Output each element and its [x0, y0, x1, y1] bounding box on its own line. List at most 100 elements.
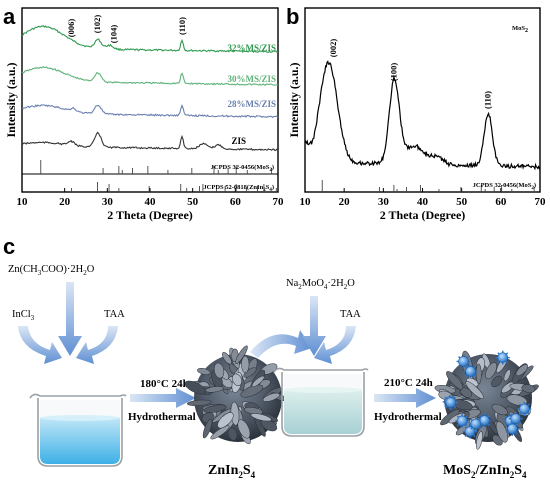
flower-petal	[222, 352, 232, 365]
product-znin2s4: ZnIn2S4	[208, 463, 256, 480]
flower-petal	[240, 384, 264, 398]
y-axis-label: Intensity (a.u.)	[287, 62, 301, 137]
flower-petal	[251, 375, 265, 387]
title-sub: 2	[525, 28, 528, 34]
panel-letter-b: b	[286, 4, 299, 29]
x-tick-label: 50	[187, 196, 199, 208]
series-line	[21, 104, 279, 119]
ref-label-mos2: JCPDS 32-0456(MoS2)	[473, 182, 536, 191]
flower-petal	[491, 403, 508, 416]
particle-core	[507, 423, 518, 435]
ref-label-mos2: JCPDS 32-0456(MoS2)	[211, 164, 274, 173]
mos2-particle-icon	[456, 354, 471, 369]
y-axis-label: Intensity (a.u.)	[4, 62, 18, 137]
flower-petal	[475, 431, 483, 450]
arrow-down-icon	[302, 296, 326, 356]
mos2-particle-icon	[463, 364, 478, 379]
particle-core	[497, 352, 509, 363]
x-tick-label: 20	[339, 196, 351, 208]
x-tick-label: 40	[417, 196, 429, 208]
arrow-curved-icon	[314, 326, 356, 364]
series-label: ZIS	[231, 136, 246, 146]
x-tick-label: 50	[456, 196, 468, 208]
synthesis-scheme: Zn(CH3COO)·2H2O InCl3 TAA 180°C 24h Hydr…	[8, 264, 539, 480]
particle-core	[470, 418, 482, 430]
flower-petal	[491, 375, 503, 388]
flower-petal	[235, 345, 248, 365]
peak-label: (104)	[109, 25, 119, 44]
x-tick-label: 40	[145, 196, 157, 208]
x-tick-label: 60	[230, 196, 242, 208]
reagent-taa-1: TAA	[104, 309, 125, 320]
mos2-particle-icon	[517, 401, 532, 416]
mos2-particle-icon	[443, 395, 458, 410]
flower-petal	[250, 413, 272, 422]
flower-petal	[495, 421, 508, 443]
peak-label: (110)	[483, 91, 493, 109]
panel-letter-a: a	[3, 4, 16, 29]
arrow-right-icon	[374, 388, 436, 408]
x-tick-label: 30	[102, 196, 114, 208]
x-tick-label: 70	[273, 196, 285, 208]
peak-label: (102)	[92, 15, 102, 34]
arrow-curved-icon	[18, 326, 62, 364]
product-mos2-znin2s4: MoS2/ZnIn2S4	[443, 463, 527, 480]
flower-petal	[187, 399, 212, 406]
flower-petal	[260, 419, 278, 432]
series-line	[304, 60, 541, 171]
mos2-particle-icon	[508, 411, 523, 426]
step1-condition: 180°C 24h	[140, 378, 189, 390]
ref-label-part: )	[272, 164, 274, 171]
peak-label: (006)	[66, 19, 76, 38]
x-tick-label: 30	[378, 196, 390, 208]
ref-label-part: 4	[269, 188, 272, 193]
panel-letter-c: c	[3, 234, 15, 259]
x-tick-label: 10	[300, 196, 312, 208]
x-tick-label: 70	[535, 196, 547, 208]
ref-label-part: )	[534, 182, 536, 189]
arrow-right-icon	[130, 388, 196, 408]
series-label: 32%MS/ZIS	[227, 43, 276, 53]
ref-label-part: JCPDS 52-0818(ZnIn	[203, 184, 263, 191]
flower-petal	[506, 394, 528, 406]
mos2-particle-icon	[455, 413, 470, 428]
xrd-plot-b: 10 20 30 40 50 60 70 2 Theta (Degree) Intensity …	[287, 7, 547, 222]
flower-petal	[197, 368, 211, 375]
step1-method: Hydrothermal	[128, 411, 196, 423]
flower-petal	[203, 404, 227, 413]
ref-label-part: 2	[269, 168, 272, 173]
flower-petal	[205, 386, 224, 393]
flower-petal	[446, 371, 464, 390]
peak-label: (100)	[389, 63, 399, 82]
peak-label: (110)	[177, 17, 187, 35]
x-tick-label: 60	[495, 196, 507, 208]
flower-petal	[521, 384, 536, 393]
particle-core	[464, 426, 476, 437]
flower-petal	[237, 419, 251, 439]
particle-core	[456, 415, 468, 427]
particle-core	[510, 413, 522, 424]
flower-petal	[202, 418, 213, 439]
reagent-incl3: InCl3	[12, 309, 35, 322]
flower-petal	[515, 364, 529, 377]
ref-label-part: JCPDS 32-0456(MoS	[211, 164, 270, 171]
arrow-down-icon	[58, 282, 82, 356]
series-label: 30%MS/ZIS	[227, 74, 276, 84]
series-line	[21, 131, 278, 152]
ref-label-part: S	[266, 184, 270, 191]
beaker-icon	[29, 393, 127, 467]
ref-label-part: JCPDS 32-0456(MoS	[473, 182, 532, 189]
ref-label-part: )	[272, 184, 274, 191]
flower-petal	[503, 369, 511, 382]
flower-petal	[465, 381, 484, 399]
x-axis-label: 2 Theta (Degree)	[380, 208, 466, 222]
mos2-particle-icon	[505, 421, 520, 436]
arrow-curved-icon	[250, 330, 312, 358]
x-axis-label: 2 Theta (Degree)	[107, 208, 193, 222]
mos2-particle-icon	[468, 416, 483, 431]
x-tick-label: 10	[17, 196, 29, 208]
particle-core	[458, 356, 469, 367]
znin2s4-flower-icon	[184, 345, 287, 445]
flower-petal	[184, 380, 207, 395]
